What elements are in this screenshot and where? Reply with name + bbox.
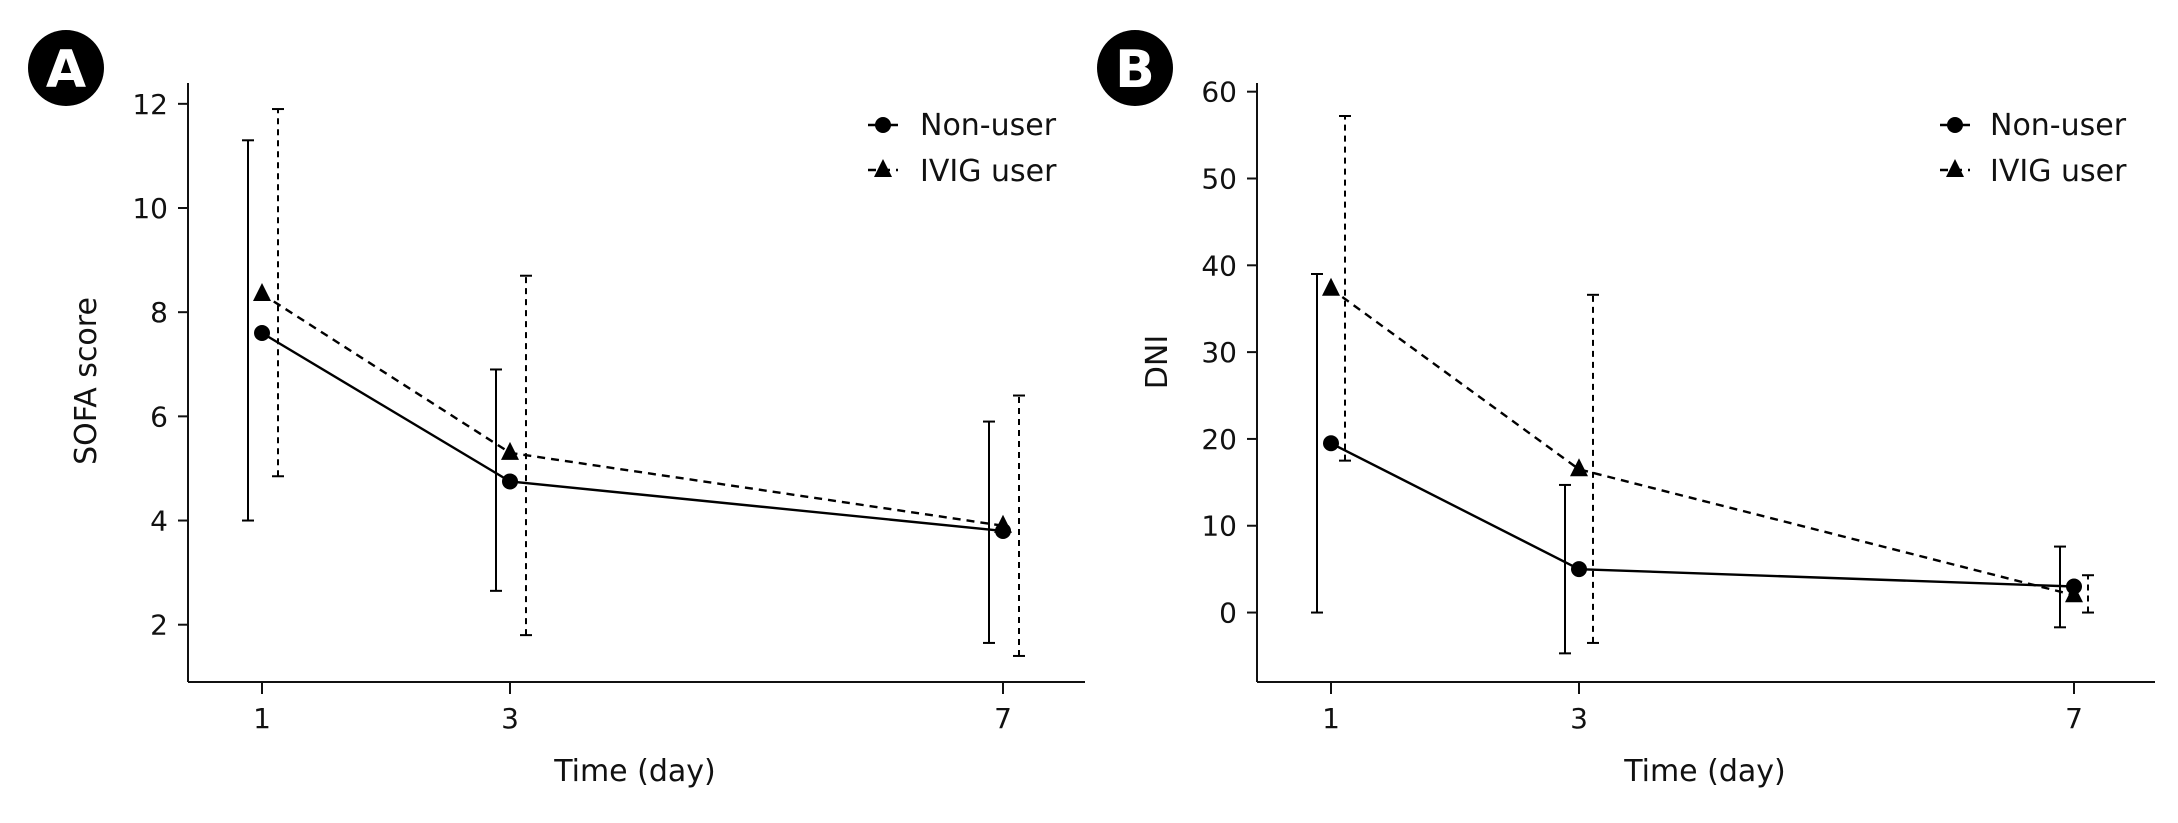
data-point-non-user [502, 473, 518, 490]
data-point-ivig-user [253, 282, 271, 301]
panel-b-y-tick-label: 20 [1201, 423, 1237, 456]
panel-b-x-tick-label: 3 [1570, 702, 1588, 735]
legend-label-ivig-user: IVIG user [920, 154, 1057, 189]
legend-label-non-user: Non-user [1990, 108, 2127, 143]
panel-a-y-tick-label: 6 [150, 400, 168, 433]
panel-a-y-tick-label: 10 [132, 192, 168, 225]
data-point-non-user [1323, 435, 1339, 452]
panel-b-y-tick-label: 60 [1201, 76, 1237, 109]
panel-a-y-axis-title: SOFA score [69, 297, 104, 465]
panel-a-y-tick-label: 2 [150, 609, 168, 642]
legend-label-non-user: Non-user [920, 108, 1057, 143]
data-point-ivig-user [501, 441, 519, 460]
panel-a-y-tick-label: 4 [150, 505, 168, 538]
panel-b-x-tick-label: 7 [2065, 702, 2083, 735]
panel-b-badge [1097, 30, 1173, 106]
panel-a-x-ticks: 1 3 7 [253, 682, 1012, 735]
panel-a-x-tick-label: 1 [253, 702, 271, 735]
series-line-non-user [1330, 442, 2075, 588]
panel-a-x-tick-label: 3 [501, 702, 519, 735]
data-point-ivig-user [1570, 458, 1588, 477]
legend-marker-circle [1947, 117, 1963, 133]
series-line-ivig-user [261, 292, 1004, 527]
panel-a-y-tick-label: 12 [132, 88, 168, 121]
legend-marker-triangle [1946, 159, 1964, 177]
panel-b-x-ticks: 1 3 7 [1322, 682, 2083, 735]
panel-a-letter: A [46, 40, 86, 100]
data-point-ivig-user [994, 514, 1012, 533]
panel-b-y-axis-title: DNI [1140, 335, 1175, 389]
data-point-ivig-user [2065, 584, 2083, 603]
panel-b: B 0 10 20 30 40 50 60 1 3 7 Time (day) D… [1097, 30, 2155, 789]
panel-a: A 2 4 6 8 10 12 1 3 7 Time (day) SOFA sc… [28, 30, 1085, 789]
panel-b-y-tick-label: 50 [1201, 162, 1237, 195]
panel-a-y-ticks: 2 4 6 8 10 12 [132, 88, 188, 642]
panel-b-y-tick-label: 30 [1201, 336, 1237, 369]
panel-a-x-tick-label: 7 [994, 702, 1012, 735]
data-point-non-user [254, 325, 270, 342]
panel-b-series [1311, 114, 2094, 655]
panel-a-y-tick-label: 8 [150, 296, 168, 329]
panel-b-legend: Non-user IVIG user [1940, 108, 2127, 189]
panel-b-x-tick-label: 1 [1322, 702, 1340, 735]
panel-a-legend: Non-user IVIG user [868, 108, 1057, 189]
data-point-non-user [1571, 561, 1587, 578]
legend-marker-circle [875, 117, 891, 133]
panel-b-y-tick-label: 10 [1201, 510, 1237, 543]
panel-b-y-tick-label: 40 [1201, 249, 1237, 282]
panel-b-x-axis-title: Time (day) [1623, 754, 1786, 789]
legend-marker-triangle [874, 159, 892, 177]
panel-a-series [242, 108, 1025, 657]
panel-b-y-tick-label: 0 [1219, 597, 1237, 630]
panel-a-badge [28, 30, 104, 106]
panel-b-letter: B [1115, 40, 1155, 100]
panel-a-x-axis-title: Time (day) [553, 754, 716, 789]
legend-label-ivig-user: IVIG user [1990, 154, 2127, 189]
series-line-non-user [261, 331, 1004, 533]
series-line-ivig-user [1330, 287, 2075, 597]
data-point-ivig-user [1322, 277, 1340, 296]
panel-b-y-ticks: 0 10 20 30 40 50 60 [1201, 76, 1257, 630]
